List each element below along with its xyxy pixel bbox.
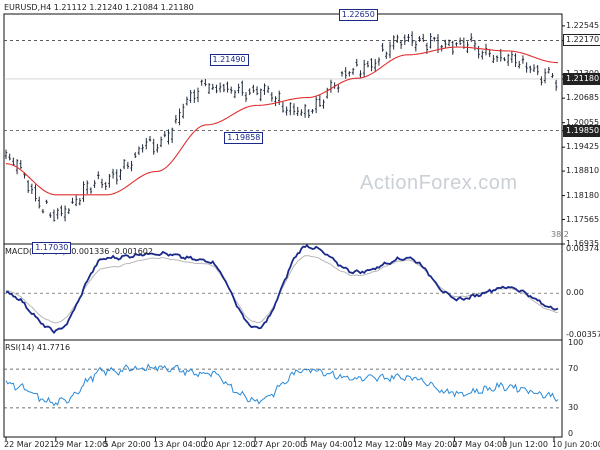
macd-axis-label: 0.003747 — [566, 244, 600, 254]
macd-axis-label: -0.003573 — [566, 330, 600, 339]
moving-average-line — [5, 46, 559, 196]
price-axis-label: 1.20685 — [566, 93, 600, 103]
highlight-label: 1.21490 — [209, 53, 249, 66]
watermark: ActionForex.com — [360, 172, 518, 194]
highlight-label: 1.22650 — [338, 8, 378, 21]
macd-line — [5, 243, 559, 334]
rsi-axis-label: 70 — [568, 364, 579, 374]
price-tag: 1.22170 — [563, 34, 600, 47]
price-tag: 1.21180 — [563, 72, 600, 85]
pane-frame-2 — [3, 243, 563, 341]
price-axis-label: 1.22545 — [566, 20, 600, 30]
time-axis-label: 3 Jun 12:00 — [502, 440, 548, 449]
time-axis-label: 13 Apr 04:00 — [153, 440, 206, 449]
time-axis-label: 19 May 20:00 — [402, 440, 458, 449]
time-axis-label: 29 Mar 12:00 — [53, 440, 108, 449]
time-axis-label: 22 Mar 2021 — [4, 440, 55, 449]
symbol-label: EURUSD,H4 — [4, 3, 52, 12]
rsi-axis-label: 0 — [568, 429, 574, 439]
highlight-label: 1.19858 — [224, 132, 264, 145]
time-axis-label: 5 May 04:00 — [302, 440, 353, 449]
corner-value: 38.2 — [551, 230, 569, 239]
ohlc-values: 1.21112 1.21240 1.21084 1.21180 — [53, 3, 194, 12]
rsi-line — [5, 363, 559, 407]
price-tag: 1.19850 — [563, 124, 600, 137]
price-axis-label: 1.17565 — [566, 214, 600, 224]
price-axis-label: 1.16935 — [566, 239, 600, 248]
price-axis-label: 1.20055 — [566, 117, 600, 127]
price-axis-label: 1.18180 — [566, 190, 600, 200]
rsi-axis-label: 30 — [568, 402, 579, 412]
macd-signal-line — [5, 255, 559, 324]
rsi-label: RSI(14) 41.7716 — [5, 343, 71, 352]
pane-frame-3 — [3, 339, 563, 438]
symbol-header: EURUSD,H4 1.21112 1.21240 1.21084 1.2118… — [4, 3, 194, 12]
price-axis-label: 1.18810 — [566, 166, 600, 176]
time-axis-label: 27 Apr 20:00 — [253, 440, 306, 449]
macd-axis-label: 0.00 — [566, 288, 584, 298]
time-axis-label: 27 May 04:00 — [452, 440, 508, 449]
price-axis-label: 1.19425 — [566, 142, 600, 152]
time-axis-label: 10 Jun 20:00 — [552, 440, 600, 449]
time-axis-label: 12 May 12:00 — [352, 440, 408, 449]
time-axis-label: 5 Apr 20:00 — [103, 440, 151, 449]
time-axis-label: 20 Apr 12:00 — [203, 440, 256, 449]
macd-label: MACD(12,26,9) -0.001336 -0.001602 — [5, 247, 153, 256]
rsi-axis-label: 100 — [568, 337, 584, 347]
highlight-label: 1.17030 — [32, 242, 72, 255]
